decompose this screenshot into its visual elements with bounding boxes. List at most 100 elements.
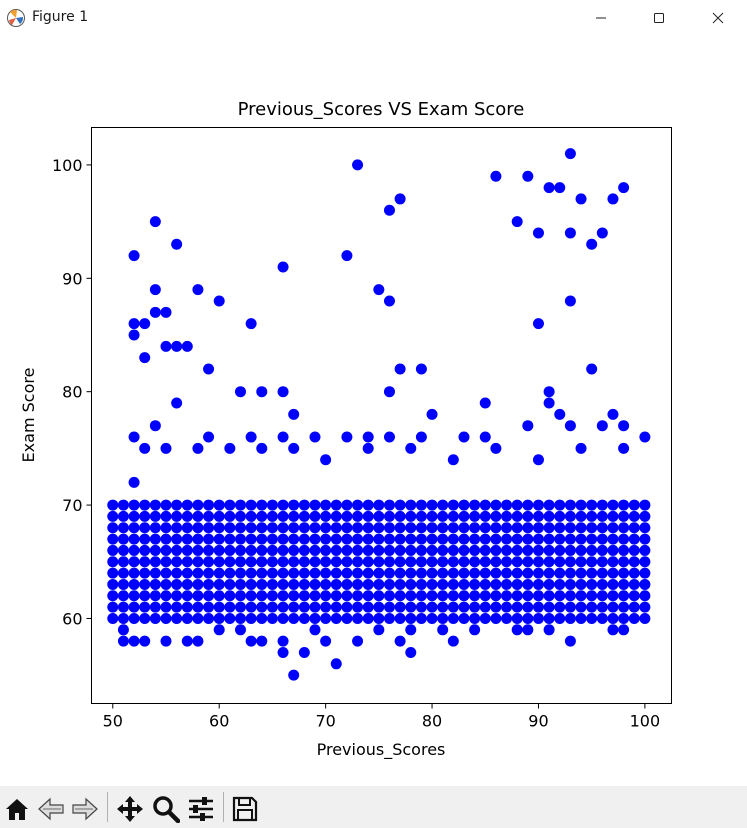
data-point <box>362 601 374 613</box>
figure-canvas[interactable]: Previous_Scores VS Exam Score 50 60 70 80 90… <box>0 36 747 786</box>
data-point <box>458 612 470 624</box>
maximize-button[interactable] <box>630 0 688 36</box>
data-point <box>554 578 566 590</box>
data-point <box>415 601 427 613</box>
back-button[interactable] <box>36 794 66 824</box>
data-point <box>543 397 555 409</box>
data-point <box>160 533 172 545</box>
data-point <box>171 499 183 511</box>
data-point <box>469 510 481 522</box>
data-point <box>117 556 129 568</box>
data-point <box>394 556 406 568</box>
data-point <box>149 533 161 545</box>
data-point <box>277 612 289 624</box>
x-tick-label: 50 <box>103 712 123 731</box>
data-point <box>128 329 140 341</box>
data-point <box>352 556 364 568</box>
home-button[interactable] <box>2 794 32 824</box>
data-point <box>160 306 172 318</box>
data-point <box>607 510 619 522</box>
data-point <box>564 533 576 545</box>
data-point <box>618 522 630 534</box>
data-point <box>309 431 321 443</box>
data-point <box>277 556 289 568</box>
data-point <box>532 499 544 511</box>
data-point <box>490 533 502 545</box>
data-point <box>639 612 651 624</box>
data-point <box>479 533 491 545</box>
data-point <box>618 420 630 432</box>
data-point <box>288 590 300 602</box>
data-point <box>575 193 587 205</box>
data-point <box>203 499 215 511</box>
data-point <box>160 340 172 352</box>
data-point <box>128 556 140 568</box>
data-point <box>373 590 385 602</box>
pan-button[interactable] <box>115 794 145 824</box>
save-button[interactable] <box>230 794 260 824</box>
data-point <box>596 612 608 624</box>
data-point <box>543 499 555 511</box>
data-point <box>352 499 364 511</box>
close-button[interactable] <box>689 0 747 36</box>
data-point <box>203 533 215 545</box>
data-point <box>277 510 289 522</box>
configure-subplots-icon <box>189 797 213 821</box>
data-point <box>607 612 619 624</box>
data-point <box>639 556 651 568</box>
data-point <box>543 182 555 194</box>
data-point <box>256 567 268 579</box>
data-point <box>628 544 640 556</box>
data-point <box>234 612 246 624</box>
data-point <box>139 556 151 568</box>
data-point <box>149 284 161 296</box>
x-tick-label: 60 <box>209 712 229 731</box>
data-point <box>341 431 353 443</box>
data-point <box>596 578 608 590</box>
data-point <box>341 250 353 262</box>
data-point <box>160 590 172 602</box>
data-point <box>532 601 544 613</box>
data-point <box>320 601 332 613</box>
data-point <box>171 238 183 250</box>
data-point <box>256 499 268 511</box>
data-point <box>288 544 300 556</box>
data-point <box>415 578 427 590</box>
data-point <box>501 499 513 511</box>
data-point <box>352 544 364 556</box>
data-point <box>490 499 502 511</box>
data-point <box>373 612 385 624</box>
data-point <box>458 556 470 568</box>
y-axis-label: Exam Score <box>19 368 38 463</box>
data-point <box>288 578 300 590</box>
data-point <box>437 510 449 522</box>
zoom-button[interactable] <box>151 794 181 824</box>
data-point <box>373 601 385 613</box>
data-point <box>139 318 151 330</box>
data-point <box>437 556 449 568</box>
data-point <box>394 544 406 556</box>
data-point <box>415 590 427 602</box>
data-point <box>352 635 364 647</box>
configure-subplots-button[interactable] <box>186 794 216 824</box>
data-point <box>107 556 119 568</box>
forward-button[interactable] <box>70 794 100 824</box>
data-point <box>586 567 598 579</box>
data-point <box>192 544 204 556</box>
data-point <box>501 510 513 522</box>
data-point <box>320 567 332 579</box>
data-point <box>405 590 417 602</box>
data-point <box>479 522 491 534</box>
data-point <box>192 442 204 454</box>
home-icon <box>6 799 28 820</box>
data-point <box>383 601 395 613</box>
data-point <box>458 533 470 545</box>
data-point <box>149 544 161 556</box>
data-point <box>607 567 619 579</box>
data-point <box>469 499 481 511</box>
data-point <box>213 533 225 545</box>
minimize-button[interactable] <box>572 0 630 36</box>
data-point <box>192 578 204 590</box>
data-point <box>298 522 310 534</box>
data-point <box>320 522 332 534</box>
